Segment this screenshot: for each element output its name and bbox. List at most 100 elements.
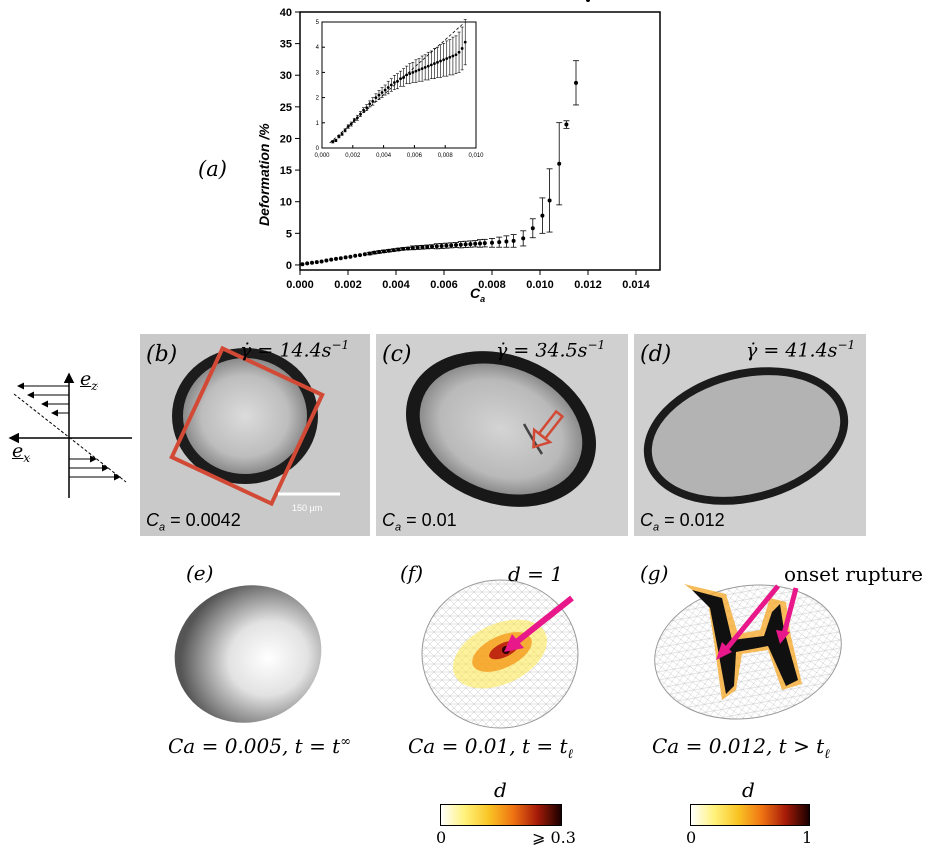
- sim-f-capsule: [421, 579, 579, 729]
- data-point: [511, 238, 516, 243]
- sim-g-caption: Ca = 0.012, t > tℓ: [652, 734, 830, 762]
- data-point: [415, 245, 420, 250]
- inset-data-point: [371, 99, 375, 103]
- data-point: [314, 260, 319, 265]
- data-point: [305, 261, 310, 266]
- data-point: [430, 244, 434, 249]
- photo-c-rate: γ̇ = 34.5s−1: [496, 338, 606, 362]
- data-point: [343, 255, 348, 260]
- scale-bar-label: 150 µm: [292, 503, 323, 513]
- inset-data-point: [442, 58, 446, 62]
- inset-data-point: [352, 118, 356, 122]
- colorbar-1-title: d: [494, 778, 507, 802]
- inset-data-point: [417, 68, 421, 72]
- data-point: [540, 213, 545, 218]
- x-tick-label: 0.014: [622, 279, 650, 291]
- inset-data-point: [460, 47, 464, 50]
- inset-data-point: [331, 140, 335, 144]
- y-tick-label: 15: [280, 165, 292, 177]
- x-tick-label: 0.002: [334, 279, 362, 291]
- data-point: [490, 240, 494, 245]
- inset-data-point: [402, 76, 406, 79]
- inset-y-tick-label: 2: [316, 96, 320, 102]
- sim-e-caption: Ca = 0.005, t = t∞: [168, 734, 352, 758]
- shear-flow-schematic: [8, 372, 132, 498]
- deformation-chart: 0.000 0.002 0.004 0.006 0.008 0.010 0.012 0.014…: [280, 0, 661, 291]
- plot-frame: [299, 11, 661, 271]
- inset-y-tick-label: 1: [316, 121, 320, 127]
- data-point: [444, 243, 449, 248]
- x-tick-label: 0.000: [286, 279, 314, 291]
- x-tick-label: 0.004: [382, 279, 410, 291]
- data-point: [324, 258, 329, 263]
- data-point: [329, 257, 334, 262]
- data-point: [530, 226, 535, 231]
- x-tick-label: 0.006: [430, 279, 458, 291]
- data-point: [348, 254, 353, 259]
- ex-label: ex: [12, 440, 31, 465]
- inset-data-point: [420, 67, 424, 71]
- inset-data-point: [436, 60, 439, 64]
- inset-data-point: [423, 65, 427, 69]
- inset-data-point: [340, 132, 344, 136]
- sim-f-annotation: d = 1: [508, 562, 563, 586]
- data-point: [439, 243, 444, 248]
- inset-data-point: [399, 77, 402, 81]
- photo-b: (b) γ̇ = 14.4s−1 150 µm Ca = 0.0042: [140, 334, 370, 536]
- colorbar-1: [440, 804, 562, 826]
- data-point: [425, 244, 430, 249]
- annotation-rectangle: [169, 345, 325, 507]
- data-point: [521, 236, 526, 241]
- inset-data-point: [343, 128, 347, 132]
- colorbar-2-max: 1: [802, 828, 813, 847]
- inset-data-point: [392, 81, 396, 84]
- inset-data-point: [451, 54, 455, 58]
- colorbar-2: [690, 804, 810, 826]
- photo-d: (d) γ̇ = 41.4s−1 Ca = 0.012: [634, 334, 866, 536]
- inset-data-point: [362, 108, 365, 112]
- inset-data-point: [445, 57, 449, 60]
- photo-d-rate: γ̇ = 41.4s−1: [746, 338, 856, 362]
- photo-c-label: (c): [382, 342, 412, 367]
- y-tick-label: 40: [280, 7, 292, 19]
- photo-b-label: (b): [146, 342, 178, 367]
- inset-data-point: [405, 73, 409, 77]
- photo-d-ca: Ca = 0.012: [640, 510, 725, 534]
- data-point: [406, 246, 410, 251]
- data-point: [319, 259, 324, 264]
- inset-data-point: [374, 96, 378, 99]
- inset-data-point: [439, 59, 442, 63]
- ez-label: ez: [80, 368, 98, 393]
- panel-a-xlabel: Ca: [470, 285, 486, 304]
- data-point: [338, 256, 343, 261]
- sim-g-capsule: [654, 584, 842, 720]
- inset-y-tick-label: 3: [316, 70, 320, 76]
- inset-data-point: [414, 69, 418, 73]
- data-point: [362, 252, 367, 257]
- data-point: [478, 241, 482, 246]
- data-point: [391, 248, 396, 253]
- inset-data-point: [463, 40, 467, 44]
- inset-data-point: [433, 62, 436, 65]
- inset-data-point: [429, 63, 433, 67]
- inset-data-point: [380, 91, 384, 94]
- photo-c: (c) γ̇ = 34.5s−1 Ca = 0.01: [376, 334, 628, 536]
- data-point: [463, 242, 468, 247]
- inset-data-point: [389, 83, 393, 87]
- damage-arrow-g1: [722, 584, 780, 654]
- inset-data-point: [386, 86, 390, 89]
- y-tick-label: 20: [280, 133, 292, 145]
- inset-data-point: [368, 102, 372, 106]
- damage-arrow-g2: [781, 587, 799, 635]
- x-tick-label: 0.010: [526, 279, 554, 291]
- data-point: [468, 242, 473, 247]
- inset-data-point: [346, 125, 350, 128]
- x-tick-label: 0.012: [574, 279, 602, 291]
- inset-data-point: [408, 72, 412, 76]
- inset-x-tick-label: 0,010: [468, 153, 484, 159]
- inset-data-point: [457, 50, 461, 54]
- crack-arrow: [532, 409, 565, 449]
- y-tick-label: 0: [286, 260, 292, 272]
- inset-data-point: [426, 64, 430, 68]
- data-point: [497, 240, 502, 245]
